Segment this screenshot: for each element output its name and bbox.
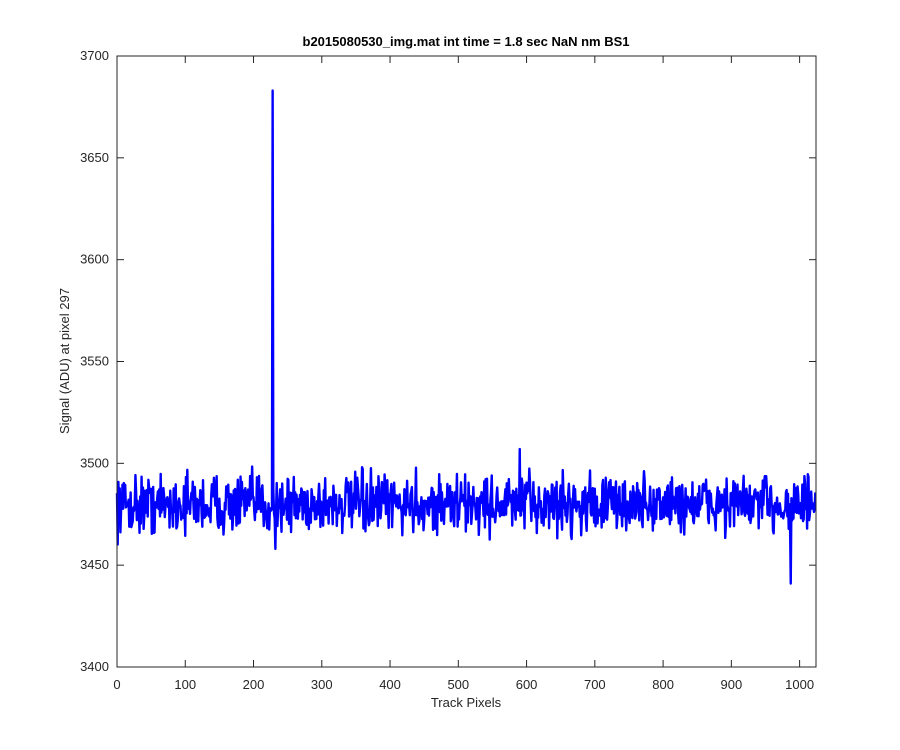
x-tick-label: 500 [447,677,469,692]
axes-layer: 0 100 200 300 400 500 600 700 800 900 1000 3400 3450… [80,48,817,692]
x-tick-label: 100 [174,677,196,692]
y-axis-label: Signal (ADU) at pixel 297 [57,288,72,434]
series-line [115,89,817,585]
x-tick-label: 400 [379,677,401,692]
y-tick-label: 3550 [80,354,109,369]
x-tick-label: 1000 [785,677,814,692]
y-tick-label: 3450 [80,557,109,572]
x-tick-label: 600 [516,677,538,692]
y-tick-label: 3500 [80,455,109,470]
y-tick-label: 3650 [80,150,109,165]
series-layer [115,89,817,585]
x-tick-label: 800 [652,677,674,692]
x-tick-label: 900 [721,677,743,692]
plot-area [117,56,816,667]
x-tick-label: 200 [243,677,265,692]
x-tick-label: 300 [311,677,333,692]
chart-title: b2015080530_img.mat int time = 1.8 sec N… [303,34,630,49]
y-tick-label: 3700 [80,48,109,63]
x-tick-label: 0 [113,677,120,692]
y-tick-label: 3600 [80,252,109,267]
x-tick-label: 700 [584,677,606,692]
y-tick-label: 3400 [80,659,109,674]
x-axis-label: Track Pixels [431,695,502,710]
